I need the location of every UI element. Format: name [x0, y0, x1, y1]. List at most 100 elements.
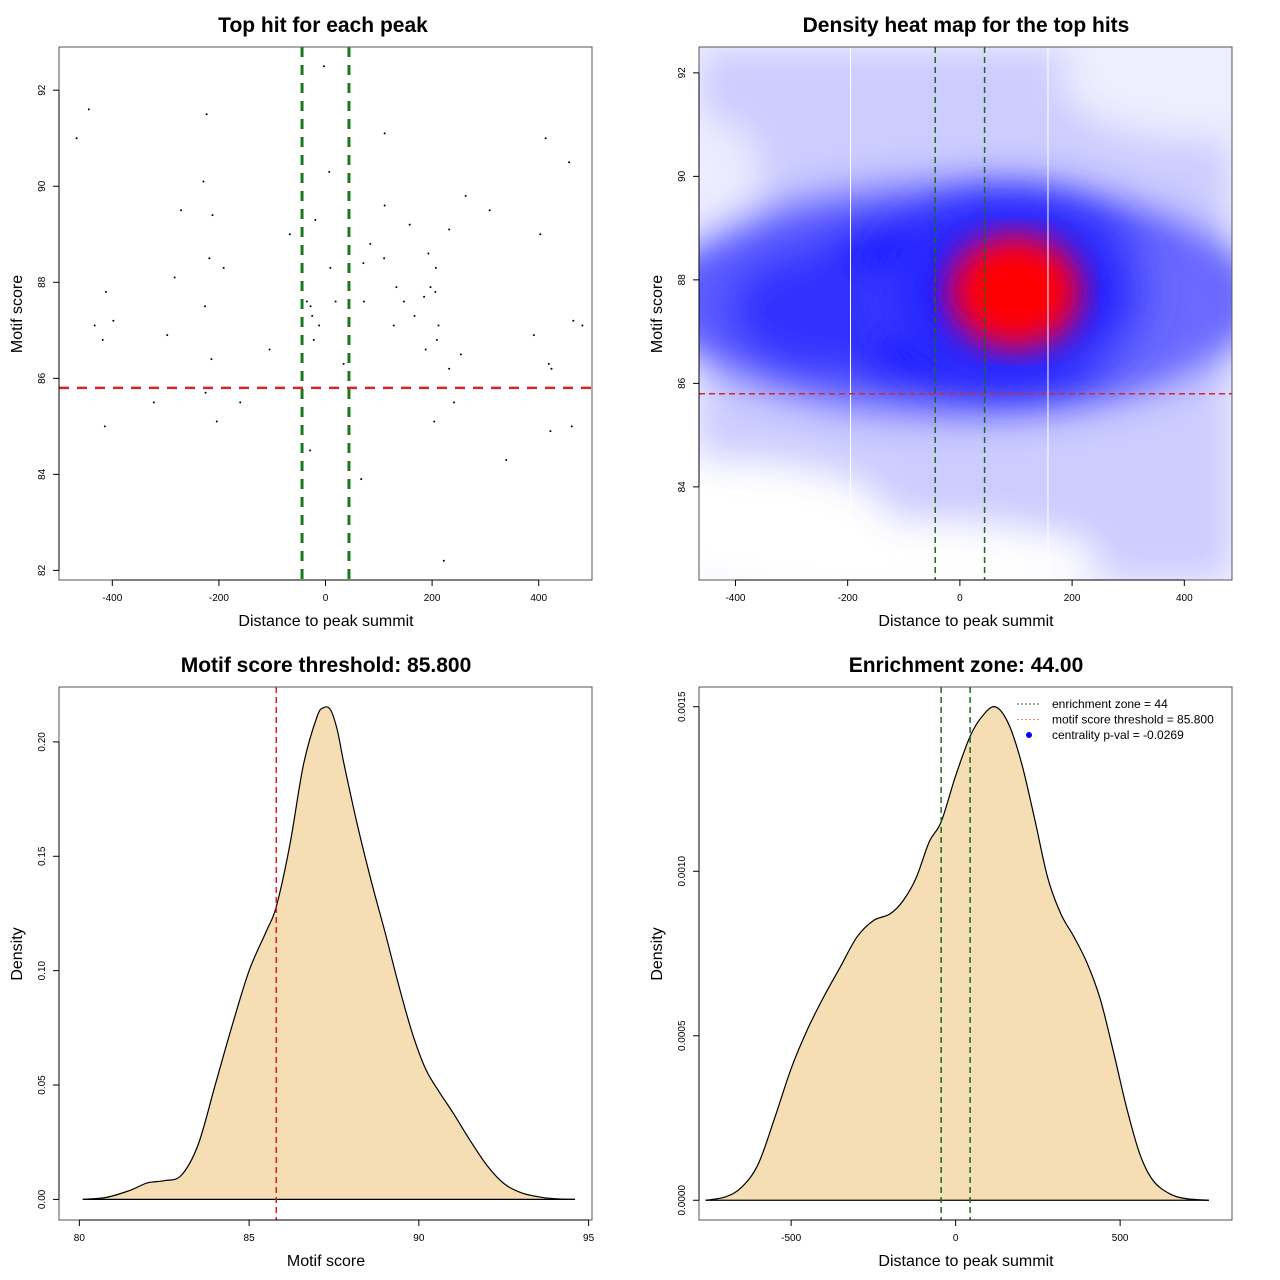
x-tick-label: -400 [725, 593, 745, 604]
x-tick-label: 80 [74, 1233, 86, 1244]
data-point [488, 209, 491, 212]
data-point [547, 362, 550, 365]
data-point [532, 334, 535, 337]
data-point [362, 262, 365, 265]
data-point [312, 338, 315, 341]
density-fill [705, 706, 1209, 1201]
axes: -400 -200 0 200 400 82 84 86 88 90 92 [37, 84, 547, 604]
data-point [434, 266, 437, 269]
chart-title: Top hit for each peak [218, 14, 428, 37]
y-tick-label: 0.20 [37, 732, 48, 752]
data-point [311, 314, 314, 317]
data-point [437, 324, 440, 327]
data-point [360, 478, 363, 481]
data-point [173, 276, 176, 279]
data-point [383, 257, 386, 260]
data-point [204, 305, 207, 308]
data-point [87, 108, 90, 111]
density-curve [82, 687, 576, 1220]
y-tick-label: 92 [37, 84, 48, 96]
data-point [208, 257, 211, 260]
data-point [424, 348, 427, 351]
data-point [433, 420, 436, 423]
data-point [505, 458, 508, 461]
y-axis-label: Motif score [649, 275, 666, 353]
heatmap-lines [699, 47, 1232, 580]
x-tick-label: -500 [781, 1233, 801, 1244]
x-axis-label: Motif score [287, 1253, 365, 1270]
data-point [305, 300, 308, 303]
x-tick-label: 400 [530, 593, 547, 604]
legend-label: enrichment zone = 44 [1052, 697, 1168, 711]
data-point [452, 401, 455, 404]
data-point [342, 362, 345, 365]
x-tick-label: -200 [838, 593, 858, 604]
x-tick-label: 0 [323, 593, 329, 604]
axes: 80 85 90 95 0.00 0.05 0.10 0.15 0.20 [37, 732, 595, 1244]
data-point [211, 214, 214, 217]
data-point [75, 137, 78, 140]
x-tick-label: 500 [1112, 1233, 1129, 1244]
data-point [322, 65, 325, 68]
data-point [101, 338, 104, 341]
y-tick-label: 90 [677, 170, 688, 182]
data-point [314, 218, 317, 221]
x-tick-label: 90 [413, 1233, 425, 1244]
data-point [459, 353, 462, 356]
data-point [429, 286, 432, 289]
y-tick-label: 86 [677, 377, 688, 389]
data-point [166, 334, 169, 337]
data-point [204, 391, 207, 394]
panel-top-hit-scatter: Top hit for each peak -400 -200 0 200 400 82 8… [9, 14, 593, 630]
data-point [434, 290, 437, 293]
y-axis-label: Density [649, 927, 666, 980]
heatmap-surface [699, 47, 1232, 580]
data-point [215, 420, 218, 423]
data-point [222, 266, 225, 269]
data-point [549, 430, 552, 433]
chart-title: Density heat map for the top hits [803, 14, 1130, 37]
axes: -400 -200 0 200 400 84 86 88 90 92 [677, 67, 1193, 604]
x-axis-label: Distance to peak summit [878, 1253, 1054, 1270]
x-axis-label: Distance to peak summit [238, 613, 414, 630]
data-point [448, 367, 451, 370]
data-point [268, 348, 271, 351]
data-point [210, 358, 213, 361]
data-point [427, 252, 430, 255]
x-tick-label: 85 [244, 1233, 256, 1244]
chart-title: Motif score threshold: 85.800 [181, 654, 472, 677]
data-point [392, 324, 395, 327]
data-point [570, 425, 573, 428]
y-tick-label: 90 [37, 180, 48, 192]
data-point [572, 319, 575, 322]
data-point [402, 300, 405, 303]
panel-motif-score-density: Motif score threshold: 85.800 80 85 90 95 0.… [9, 654, 595, 1270]
x-tick-label: 200 [1064, 593, 1081, 604]
legend: enrichment zone = 44 motif score threshol… [1017, 697, 1214, 742]
heatmap-hotspot [863, 176, 1163, 406]
chart-title: Enrichment zone: 44.00 [849, 654, 1084, 677]
density-line [82, 706, 576, 1201]
data-point [550, 367, 553, 370]
data-point [309, 305, 312, 308]
panel-enrichment-density: Enrichment zone: 44.00 -500 0 500 0.0000 0.0… [649, 654, 1233, 1270]
data-point [395, 286, 398, 289]
data-point [205, 113, 208, 116]
legend-dot-icon [1026, 732, 1032, 738]
data-point [408, 223, 411, 226]
y-tick-label: 88 [677, 274, 688, 286]
y-tick-label: 0.15 [37, 846, 48, 866]
y-tick-label: 84 [677, 481, 688, 493]
data-point [103, 425, 106, 428]
scatter-points [75, 65, 584, 562]
y-tick-label: 88 [37, 276, 48, 288]
x-tick-label: -400 [102, 593, 122, 604]
data-point [180, 209, 183, 212]
x-tick-label: 0 [957, 593, 963, 604]
data-point [413, 314, 416, 317]
data-point [112, 319, 115, 322]
data-point [93, 324, 96, 327]
y-tick-label: 82 [37, 564, 48, 576]
data-point [309, 449, 312, 452]
